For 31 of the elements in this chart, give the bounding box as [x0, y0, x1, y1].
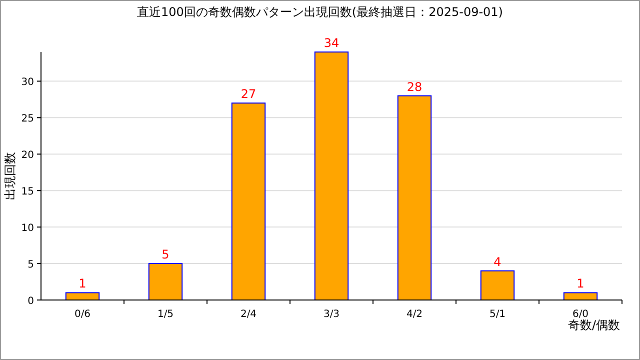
data-label: 34 [324, 36, 340, 50]
y-tick-label: 10 [21, 223, 34, 234]
y-tick-label: 25 [21, 114, 34, 125]
data-label: 1 [576, 276, 584, 291]
bar [397, 95, 432, 300]
y-tick-label: 0 [28, 296, 34, 307]
bar [480, 270, 515, 300]
bar [231, 102, 266, 300]
chart-title: 直近100回の奇数偶数パターン出現回数(最終抽選日：2025-09-01) [136, 5, 504, 19]
y-axis-title: 出現回数 [3, 152, 17, 200]
x-tick-label: 1/5 [157, 309, 174, 320]
y-tick-label: 20 [21, 150, 34, 162]
data-label: 27 [240, 87, 256, 102]
y-tick-label: 15 [21, 186, 34, 198]
y-tick-label: 5 [28, 260, 34, 271]
x-tick-label: 2/4 [240, 309, 257, 320]
x-tick-label: 3/3 [323, 309, 340, 320]
bar [148, 263, 183, 300]
data-label: 1 [78, 276, 86, 291]
data-label: 4 [494, 254, 502, 269]
bar [65, 292, 100, 300]
bar [563, 292, 598, 300]
bar [314, 52, 349, 300]
data-label: 28 [406, 80, 422, 94]
x-tick-label: 0/6 [74, 309, 91, 320]
x-tick-label: 5/1 [489, 309, 506, 320]
x-axis-title: 奇数/偶数 [568, 318, 620, 332]
x-tick-label: 4/2 [406, 309, 423, 320]
x-tick-label: 6/0 [572, 309, 589, 320]
data-label: 5 [162, 248, 170, 262]
y-tick-label: 30 [21, 77, 34, 88]
